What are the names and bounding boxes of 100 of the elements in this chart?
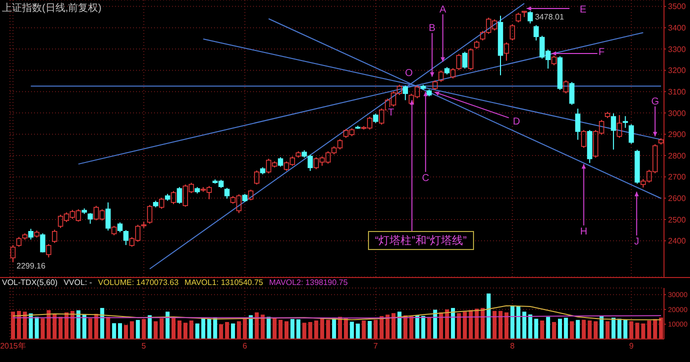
- bar: [266, 316, 271, 339]
- bar: [380, 316, 384, 339]
- x-tick-label: 8: [510, 341, 516, 350]
- text: MAVOL2: 1398190.75: [269, 278, 348, 287]
- bar: [172, 316, 176, 339]
- bar: [236, 321, 241, 339]
- bar: [445, 309, 450, 339]
- x-tick-label: 7: [373, 341, 378, 350]
- annotation: C: [422, 172, 430, 184]
- bar: [462, 312, 467, 339]
- bar: [326, 320, 330, 339]
- bar: [177, 320, 182, 339]
- text: MAVOL1: 1310540.75: [184, 278, 264, 287]
- bar: [600, 316, 604, 339]
- bar: [58, 316, 63, 339]
- bar: [356, 324, 360, 339]
- bar: [456, 313, 461, 339]
- x-tick-label: 2015年: [0, 341, 26, 350]
- annotation: G: [651, 96, 660, 108]
- bar: [623, 320, 628, 339]
- bar: [558, 318, 562, 339]
- bar: [76, 310, 80, 339]
- bar: [302, 322, 306, 339]
- bar: [576, 320, 580, 339]
- bar: [439, 312, 444, 339]
- bar: [386, 314, 390, 339]
- bar: [320, 318, 324, 339]
- bar: [594, 321, 598, 339]
- bar: [82, 314, 86, 339]
- bar: [409, 316, 414, 339]
- bar: [272, 318, 277, 339]
- bar: [64, 312, 69, 339]
- bar: [225, 322, 230, 339]
- x-tick-label: 5: [142, 341, 147, 350]
- bar: [433, 310, 438, 339]
- candlestick: [474, 40, 480, 50]
- bar: [552, 322, 556, 339]
- bar: [629, 321, 634, 339]
- bar: [70, 310, 74, 339]
- bar: [516, 306, 520, 339]
- candlestick: [622, 116, 628, 128]
- bar: [653, 319, 658, 339]
- bar: [148, 315, 152, 339]
- y-tick-label: 3200: [668, 66, 686, 76]
- annotation: “灯塔柱”和“灯塔线”: [368, 231, 474, 250]
- bar: [28, 313, 33, 339]
- y-tick-label: 2900: [668, 130, 686, 140]
- bar: [362, 320, 366, 339]
- annotation: F: [598, 47, 605, 58]
- bar: [160, 318, 164, 339]
- bar: [183, 322, 188, 339]
- y-tick-label: 3400: [668, 24, 686, 33]
- text: VVOL: -: [64, 278, 92, 287]
- text: VOLUME: 1470073.63: [98, 278, 179, 287]
- annotation: D: [512, 116, 520, 128]
- bar: [546, 316, 550, 339]
- bar: [278, 320, 283, 339]
- bar: [230, 323, 235, 339]
- y-tick-label: 3300: [668, 44, 686, 54]
- bar: [136, 320, 140, 339]
- annotation: E: [580, 4, 587, 16]
- y-tick-label: 2500: [668, 215, 686, 224]
- bar: [296, 319, 300, 339]
- bar: [647, 320, 652, 339]
- bar: [480, 308, 485, 339]
- bar: [40, 318, 45, 339]
- bar: [617, 318, 622, 339]
- chart-title: VOL-TDX(5,60): [2, 278, 58, 287]
- annotation: 2299.16: [16, 262, 46, 271]
- bar: [124, 324, 128, 339]
- x-tick-label: 9: [629, 341, 634, 350]
- annotation: H: [580, 226, 588, 238]
- y-tick-label: 3500: [668, 2, 686, 12]
- bar: [392, 313, 396, 339]
- bar: [213, 318, 218, 339]
- bar: [248, 315, 253, 339]
- bar: [522, 312, 526, 339]
- bar: [498, 310, 503, 339]
- candlestick: [159, 197, 164, 210]
- y-tick-label: 2700: [668, 172, 686, 182]
- bar: [189, 320, 194, 339]
- bar: [374, 320, 378, 339]
- bar: [368, 320, 372, 339]
- y-tick-label: 3000: [668, 108, 686, 118]
- bar: [540, 320, 544, 339]
- bar: [130, 321, 134, 339]
- bar: [284, 321, 288, 339]
- bar: [154, 321, 158, 339]
- bar: [106, 316, 110, 339]
- bar: [11, 312, 15, 339]
- y-tick-label: 2400: [668, 236, 686, 246]
- line-series: [12, 305, 662, 320]
- bar: [504, 312, 508, 339]
- bar: [510, 305, 514, 339]
- bar: [350, 322, 354, 339]
- bar: [450, 308, 455, 339]
- candlestick: [628, 124, 634, 144]
- bar: [166, 312, 170, 339]
- bar: [46, 310, 51, 339]
- annotation: O: [405, 68, 414, 79]
